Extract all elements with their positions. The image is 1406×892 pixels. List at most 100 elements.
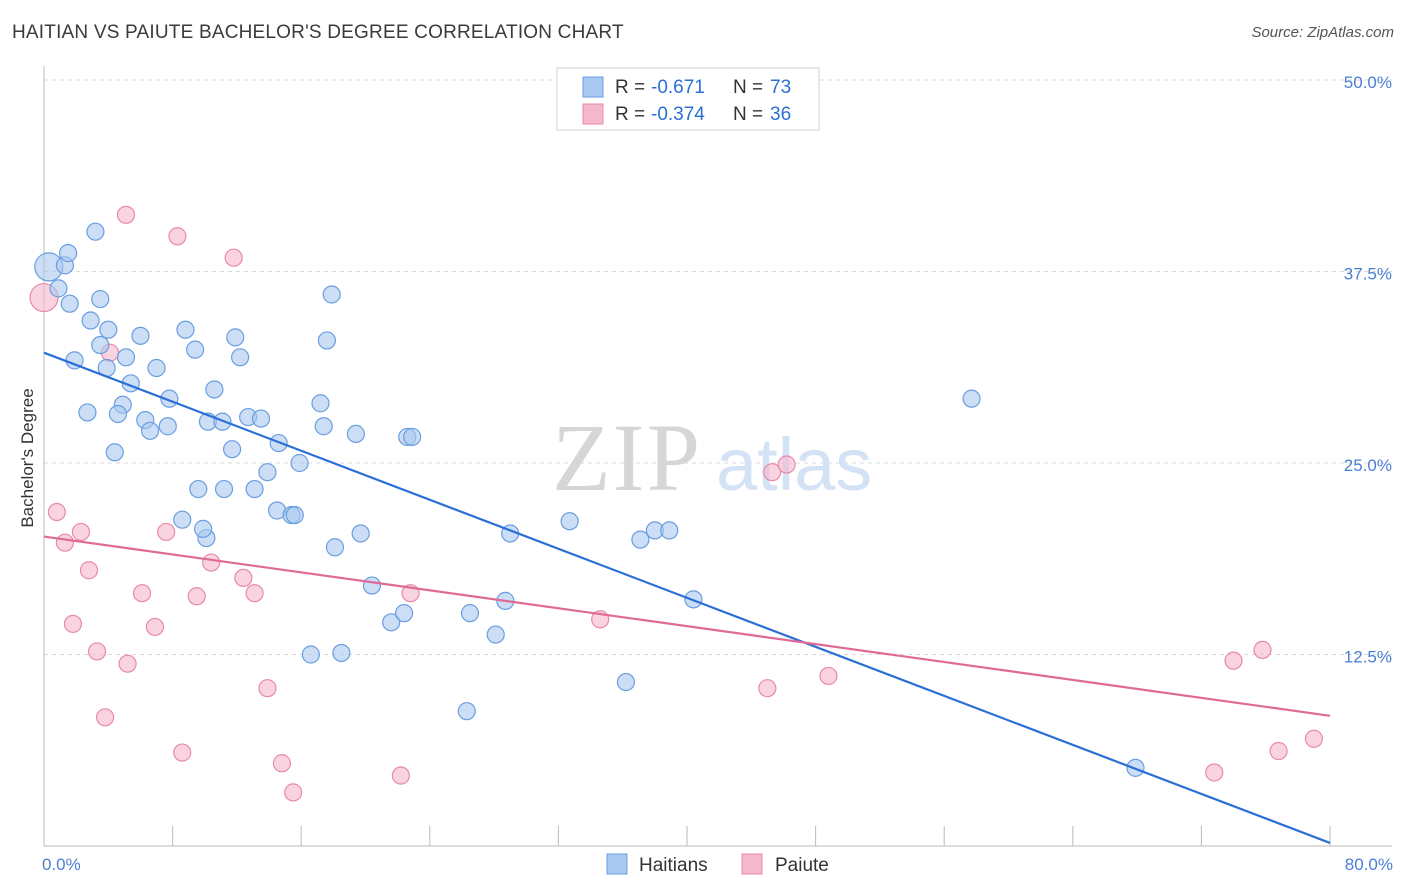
haitians-point bbox=[258, 463, 277, 482]
trend-lines bbox=[43, 351, 1331, 844]
haitians-point bbox=[108, 404, 128, 424]
y-tick-label: 25.0% bbox=[1344, 456, 1392, 475]
haitians-point bbox=[86, 222, 105, 241]
haitians-point bbox=[290, 453, 309, 473]
haitians-point bbox=[214, 479, 234, 499]
haitians-point bbox=[394, 604, 414, 623]
chart-title: HAITIAN VS PAIUTE BACHELOR'S DEGREE CORR… bbox=[12, 22, 624, 43]
haitians-point bbox=[158, 417, 177, 436]
legend-r-label-2: R = bbox=[615, 104, 645, 125]
paiute-point bbox=[79, 561, 99, 580]
source-label: Source: ZipAtlas.com bbox=[1251, 24, 1394, 41]
bottom-legend: Haitians Paiute bbox=[606, 853, 829, 876]
haitians-point bbox=[131, 326, 150, 345]
haitians-point bbox=[81, 311, 100, 330]
y-tick-labels: 12.5% 25.0% 37.5% 50.0% bbox=[1344, 73, 1392, 667]
haitians-point bbox=[314, 417, 333, 436]
haitians-point bbox=[660, 521, 679, 540]
haitians-point bbox=[226, 328, 245, 347]
haitians-point bbox=[346, 424, 365, 443]
legend-swatch-blue bbox=[582, 76, 604, 98]
paiute-point bbox=[157, 522, 176, 542]
paiute-point bbox=[116, 205, 136, 224]
haitians-point bbox=[49, 279, 68, 298]
paiute-point bbox=[777, 455, 796, 474]
paiute-point bbox=[202, 553, 221, 572]
paiute-point bbox=[819, 666, 838, 686]
y-tick-label: 50.0% bbox=[1344, 73, 1392, 92]
bottom-legend-swatch-blue bbox=[606, 853, 628, 875]
watermark: ZIP atlas bbox=[552, 404, 872, 511]
paiute-point bbox=[55, 533, 74, 552]
haitians-point bbox=[301, 645, 320, 664]
legend-box: R = -0.671 N = 73 R = -0.374 N = 36 bbox=[556, 67, 820, 131]
haitians-point bbox=[189, 479, 208, 499]
haitians-point bbox=[351, 524, 370, 543]
legend-n-value-1: 73 bbox=[770, 77, 791, 98]
haitians-point bbox=[362, 576, 382, 595]
paiute-point bbox=[284, 783, 303, 802]
haitians-point bbox=[60, 294, 79, 313]
paiute-point bbox=[95, 708, 115, 727]
watermark-zip: ZIP bbox=[552, 404, 702, 511]
haitians-point bbox=[616, 672, 636, 692]
haitians-point bbox=[245, 479, 264, 499]
haitians-point bbox=[631, 530, 650, 549]
paiute-point bbox=[1205, 763, 1224, 782]
bottom-legend-haitians: Haitians bbox=[639, 855, 708, 876]
haitians-point bbox=[325, 538, 345, 557]
legend-n-value-2: 36 bbox=[770, 104, 791, 125]
paiute-point bbox=[132, 584, 152, 603]
y-axis-title: Bachelor's Degree bbox=[18, 388, 37, 527]
legend-n-label-2: N = bbox=[733, 104, 763, 125]
haitians-point bbox=[173, 510, 192, 529]
haitians-point bbox=[962, 389, 981, 408]
paiute-point bbox=[1269, 741, 1288, 761]
paiute-point bbox=[763, 463, 782, 482]
grid-lines bbox=[44, 79, 1392, 655]
haitians-point bbox=[205, 380, 224, 399]
paiute-point bbox=[1304, 729, 1324, 748]
haitians-point bbox=[78, 403, 97, 422]
haitians-point bbox=[311, 394, 330, 413]
haitians-point bbox=[251, 409, 271, 428]
x-tick-label: 80.0% bbox=[1345, 855, 1393, 874]
haitians-point bbox=[116, 348, 136, 367]
haitians-point bbox=[486, 625, 505, 644]
paiute-point bbox=[47, 502, 66, 522]
paiute-point bbox=[1253, 640, 1272, 660]
haitians-point bbox=[322, 285, 341, 304]
paiute-point bbox=[234, 568, 253, 588]
legend-r-value-1: -0.671 bbox=[651, 77, 705, 98]
paiute-point bbox=[245, 584, 264, 603]
haitians-point bbox=[231, 348, 250, 367]
haitians-point bbox=[222, 440, 242, 459]
axes bbox=[43, 66, 1392, 847]
paiute-point bbox=[71, 522, 91, 542]
y-tick-label: 12.5% bbox=[1344, 648, 1392, 667]
paiute-point bbox=[145, 617, 165, 637]
haitians-point bbox=[560, 512, 579, 531]
haitians-point bbox=[285, 505, 304, 525]
legend-r-value-2: -0.374 bbox=[651, 104, 705, 125]
paiute-trend-line bbox=[43, 535, 1331, 717]
y-tick-label: 37.5% bbox=[1344, 265, 1392, 284]
haitians-point bbox=[105, 443, 124, 462]
legend-n-label-1: N = bbox=[733, 77, 763, 98]
x-tick-label: 0.0% bbox=[42, 855, 81, 874]
haitians-trend-line bbox=[43, 351, 1331, 844]
legend-swatch-pink bbox=[582, 103, 604, 125]
paiute-point bbox=[168, 227, 187, 246]
paiute-point bbox=[87, 642, 107, 661]
haitians-points bbox=[34, 222, 1145, 777]
paiute-point bbox=[63, 614, 83, 633]
haitians-point bbox=[403, 427, 422, 447]
paiute-point bbox=[118, 654, 137, 673]
haitians-point bbox=[332, 643, 351, 663]
haitians-point bbox=[99, 320, 118, 339]
bottom-legend-paiute: Paiute bbox=[775, 855, 829, 876]
bottom-legend-swatch-pink bbox=[741, 853, 763, 875]
haitians-point bbox=[176, 320, 195, 339]
haitians-point bbox=[59, 244, 78, 263]
